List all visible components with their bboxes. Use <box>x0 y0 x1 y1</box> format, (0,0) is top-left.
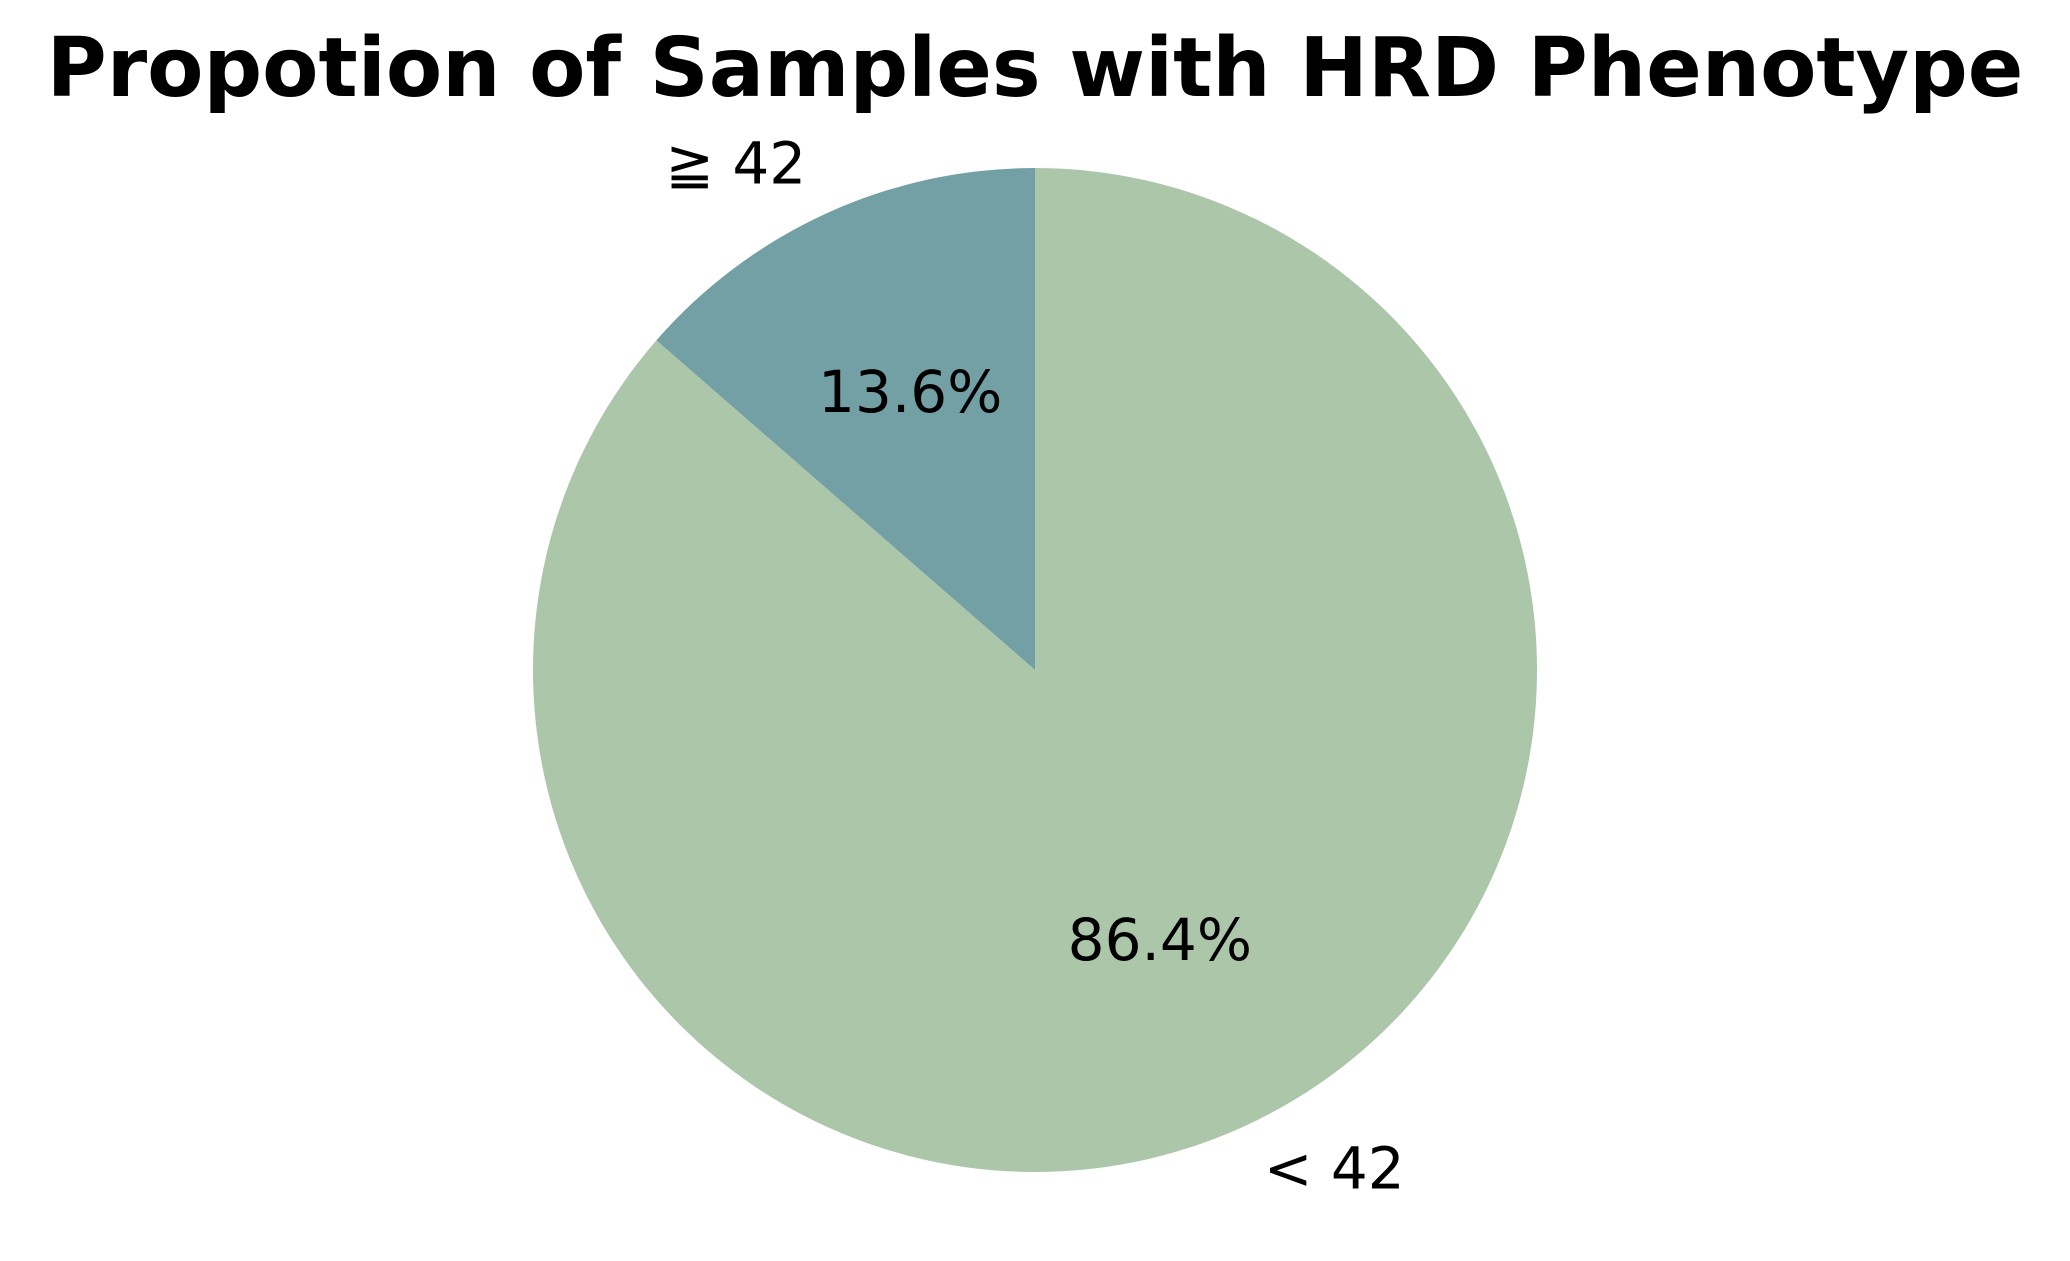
slice-percent-label: 86.4% <box>1068 906 1252 974</box>
slice-percent-label: 13.6% <box>818 358 1002 426</box>
pie-slice <box>533 168 1537 1172</box>
pie-slices <box>533 168 1537 1172</box>
slice-label: < 42 <box>1264 1135 1405 1203</box>
pie-labels: ≧ 42 13.6% < 42 86.4% <box>665 130 1404 1203</box>
slice-label: ≧ 42 <box>665 130 806 198</box>
chart-title: Propotion of Samples with HRD Phenotype <box>47 21 2024 116</box>
pie-slice <box>656 168 1035 670</box>
